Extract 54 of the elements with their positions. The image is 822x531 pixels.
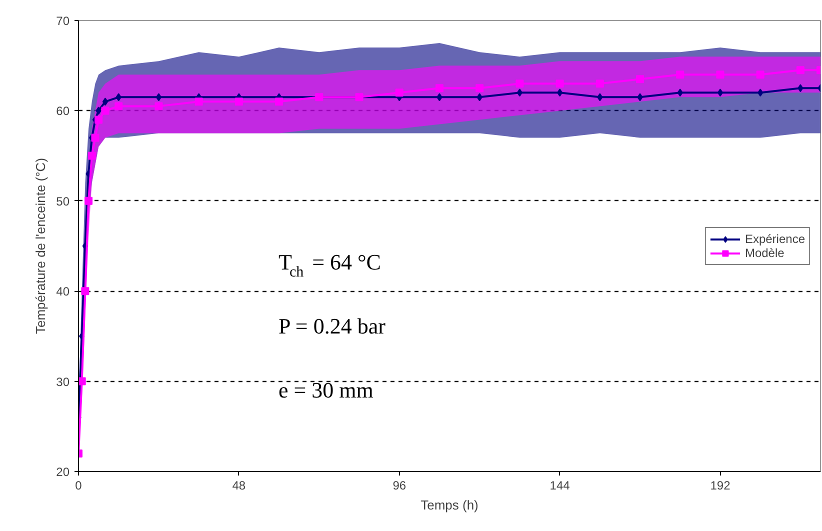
point: [796, 66, 804, 74]
point: [637, 93, 643, 102]
annotation: P = 0.24 bar: [278, 314, 386, 338]
y-tick-label: 20: [56, 465, 70, 479]
point: [516, 80, 524, 88]
point: [101, 106, 110, 115]
point: [516, 88, 523, 97]
point: [88, 152, 96, 160]
point: [102, 98, 108, 106]
point: [596, 80, 604, 88]
point: [597, 93, 603, 102]
point: [114, 102, 123, 110]
y-tick-label: 40: [56, 284, 70, 299]
point: [758, 88, 764, 97]
point: [194, 98, 203, 106]
point: [435, 84, 444, 92]
point: [556, 88, 563, 97]
point: [717, 88, 724, 97]
point: [677, 88, 683, 97]
x-axis-title: Temps (h): [420, 498, 478, 512]
y-tick-label: 50: [56, 194, 70, 208]
point: [156, 93, 162, 102]
y-tick-label: 60: [56, 104, 70, 118]
point: [91, 134, 100, 142]
y-tick-label: 30: [56, 374, 70, 389]
point: [96, 106, 102, 115]
y-axis-title: Température de l'enceinte (°C): [33, 158, 48, 334]
x-tick-label: 48: [232, 478, 246, 492]
point: [436, 93, 442, 102]
point: [84, 196, 93, 205]
point: [275, 98, 284, 106]
point: [798, 84, 804, 92]
point: [154, 102, 163, 110]
x-tick-label: 192: [710, 478, 731, 492]
y-tick-label: 70: [56, 14, 70, 28]
point: [116, 93, 122, 102]
x-tick-label: 144: [550, 478, 570, 492]
point: [476, 93, 482, 102]
annotation: e = 30 mm: [278, 378, 374, 402]
point: [395, 88, 404, 97]
x-tick-label: 0: [75, 478, 82, 492]
point: [716, 70, 724, 79]
point: [636, 75, 644, 84]
point: [81, 287, 90, 296]
point: [94, 116, 103, 124]
x-tick-label: 96: [392, 478, 406, 492]
point: [234, 98, 243, 106]
point: [476, 84, 484, 92]
point: [556, 80, 564, 88]
point: [756, 70, 764, 79]
point: [676, 70, 684, 79]
point: [78, 377, 86, 386]
legend-label: Expérience: [744, 232, 805, 246]
legend-label: Modèle: [744, 246, 784, 260]
